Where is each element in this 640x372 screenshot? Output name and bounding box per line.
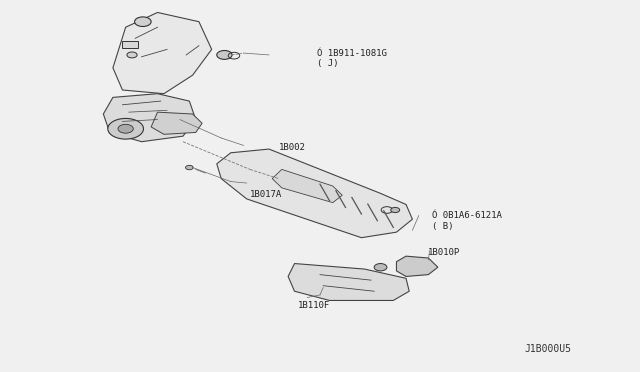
- Text: 1B002: 1B002: [278, 143, 305, 152]
- Text: 1B110F: 1B110F: [298, 301, 330, 311]
- Text: 1B010P: 1B010P: [428, 248, 461, 257]
- Bar: [122, 41, 138, 48]
- Polygon shape: [288, 263, 409, 301]
- Polygon shape: [272, 169, 342, 203]
- Circle shape: [127, 52, 137, 58]
- Polygon shape: [103, 94, 196, 142]
- Polygon shape: [113, 13, 212, 94]
- Circle shape: [391, 208, 399, 212]
- Circle shape: [134, 17, 151, 26]
- Circle shape: [118, 124, 133, 133]
- Text: J1B000U5: J1B000U5: [525, 344, 572, 354]
- Circle shape: [108, 118, 143, 139]
- Text: Ó 0B1A6-6121A
( B): Ó 0B1A6-6121A ( B): [431, 211, 501, 231]
- Polygon shape: [396, 256, 438, 276]
- Circle shape: [217, 51, 232, 60]
- Circle shape: [186, 165, 193, 170]
- Text: Ó 1B911-1081G
( J): Ó 1B911-1081G ( J): [317, 49, 387, 68]
- Polygon shape: [151, 112, 202, 134]
- Circle shape: [374, 263, 387, 271]
- Polygon shape: [217, 149, 412, 238]
- Text: 1B017A: 1B017A: [250, 190, 282, 199]
